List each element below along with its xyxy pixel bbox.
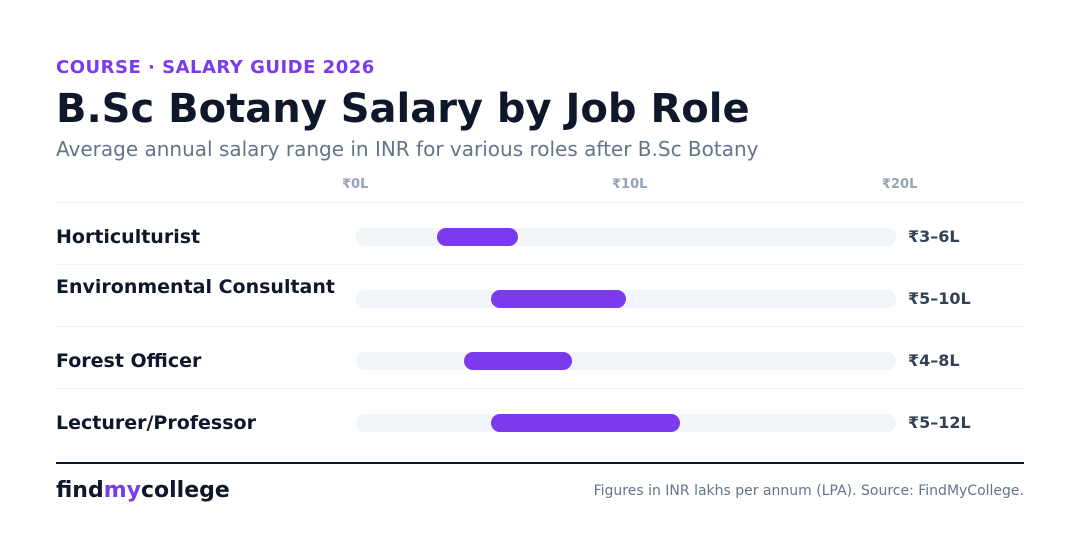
axis-tick-label: ₹20L	[882, 177, 918, 192]
row-divider	[56, 326, 1024, 327]
row-label: Lecturer/Professor	[56, 412, 256, 434]
axis-tick-label: ₹0L	[342, 177, 369, 192]
logo-text-my: my	[103, 478, 141, 503]
page-subtitle: Average annual salary range in INR for v…	[56, 137, 759, 161]
range-track	[356, 352, 896, 370]
page-title: B.Sc Botany Salary by Job Role	[56, 86, 750, 132]
axis-tick-label: ₹10L	[612, 177, 648, 192]
eyebrow-label: COURSE · SALARY GUIDE 2026	[56, 57, 375, 78]
salary-range-bar	[437, 228, 518, 246]
findmycollege-logo: findmycollege	[56, 478, 230, 503]
footer-divider	[56, 462, 1024, 464]
salary-range-value: ₹5–12L	[908, 413, 971, 432]
salary-range-bar	[491, 290, 626, 308]
row-divider	[56, 388, 1024, 389]
row-label: Environmental Consultant	[56, 276, 335, 298]
source-note: Figures in INR lakhs per annum (LPA). So…	[593, 483, 1024, 499]
range-track	[356, 290, 896, 308]
row-divider	[56, 264, 1024, 265]
row-label: Forest Officer	[56, 350, 202, 372]
salary-range-value: ₹4–8L	[908, 351, 960, 370]
logo-text-college: college	[140, 478, 230, 503]
row-divider	[56, 202, 1024, 203]
salary-range-value: ₹3–6L	[908, 227, 960, 246]
salary-range-value: ₹5–10L	[908, 289, 971, 308]
row-label: Horticulturist	[56, 226, 201, 248]
salary-range-bar	[464, 352, 572, 370]
logo-text-find: find	[56, 478, 104, 503]
salary-range-bar	[491, 414, 680, 432]
